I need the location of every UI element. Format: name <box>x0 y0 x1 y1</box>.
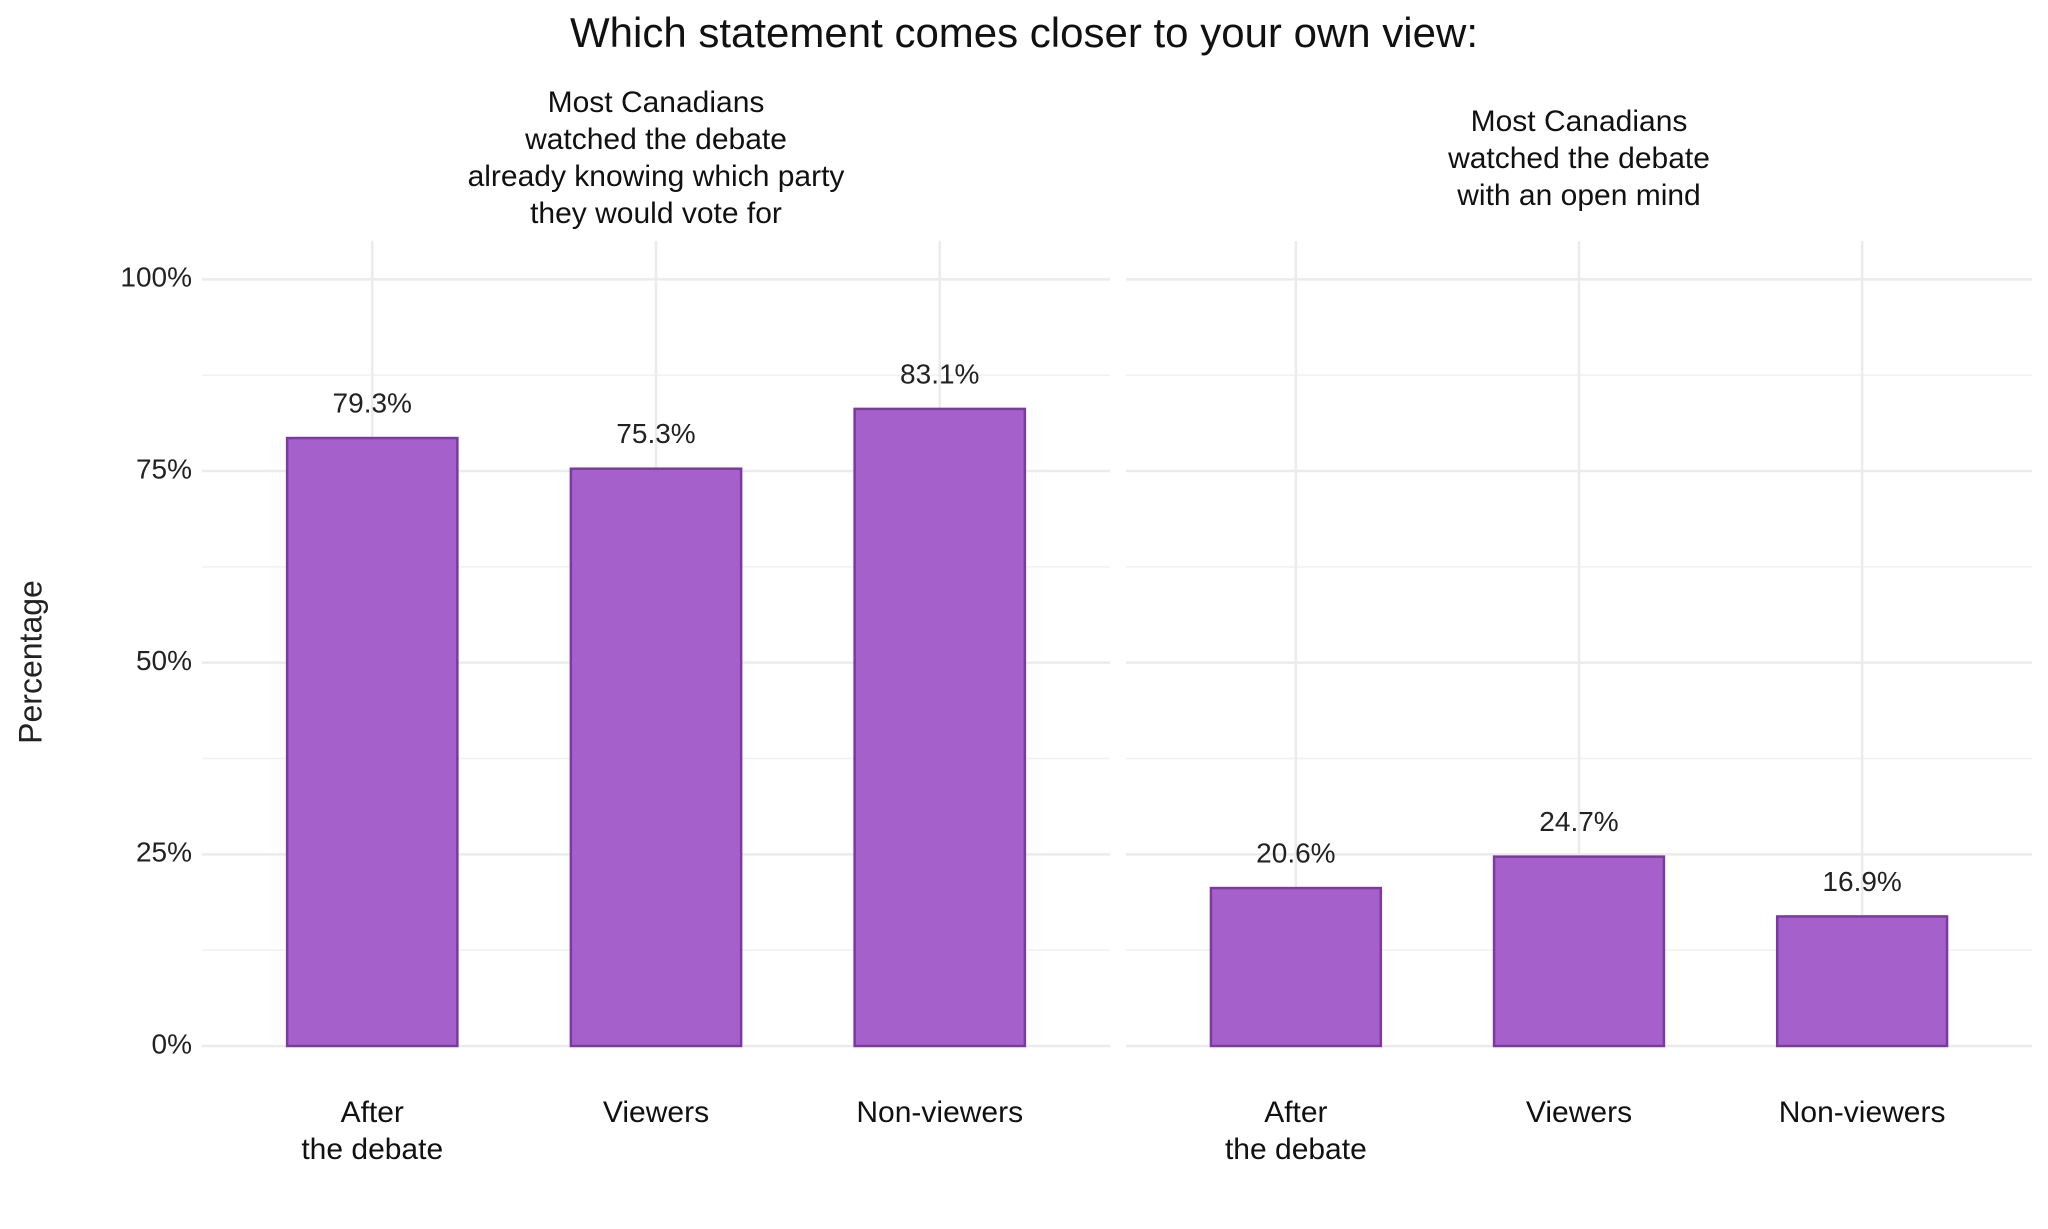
value-label: 83.1% <box>900 358 979 389</box>
x-tick-label: Viewers <box>1525 1096 1633 1129</box>
y-tick-label: 0% <box>152 1028 192 1059</box>
value-label: 20.6% <box>1256 837 1335 868</box>
value-label: 79.3% <box>333 387 412 418</box>
y-tick-label: 50% <box>136 645 192 676</box>
bar <box>569 467 743 1048</box>
x-tick-label: After the debate <box>1224 1096 1367 1166</box>
bar <box>1492 855 1666 1048</box>
x-tick-label: Viewers <box>602 1096 710 1129</box>
x-tick-label: Non-viewers <box>856 1096 1024 1129</box>
facet-title: Most Canadians watched the debate with a… <box>1448 104 1710 212</box>
y-tick-label: 100% <box>120 262 192 293</box>
bar <box>853 407 1027 1048</box>
bar <box>285 436 459 1048</box>
bar <box>1775 915 1949 1048</box>
value-label: 24.7% <box>1539 806 1618 837</box>
chart-title: Which statement comes closer to your own… <box>569 9 1478 56</box>
y-axis-label: Percentage <box>12 580 48 744</box>
value-label: 16.9% <box>1822 866 1901 897</box>
y-tick-label: 75% <box>136 453 192 484</box>
facet-title: Most Canadians watched the debate alread… <box>467 86 845 230</box>
x-tick-label: After the debate <box>301 1096 444 1166</box>
value-label: 75.3% <box>616 418 695 449</box>
x-tick-label: Non-viewers <box>1778 1096 1946 1129</box>
bar <box>1209 886 1383 1048</box>
y-tick-label: 25% <box>136 837 192 868</box>
